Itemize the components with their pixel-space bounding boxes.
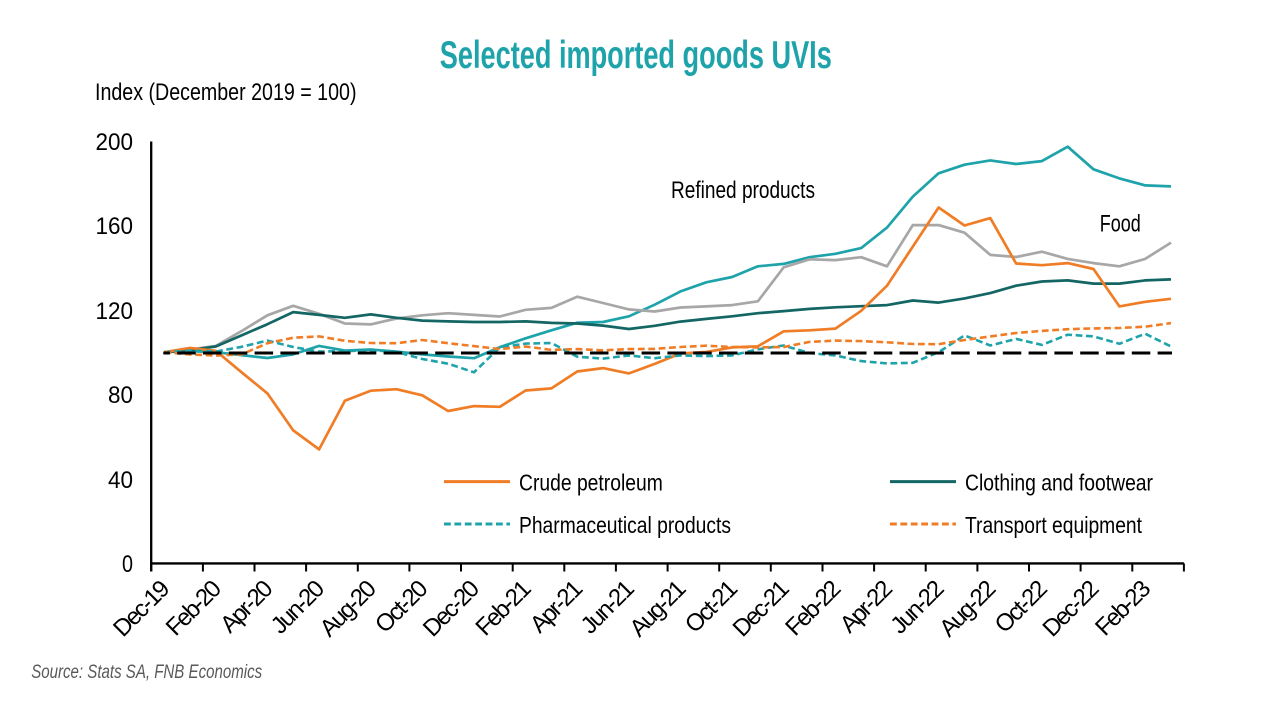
- svg-text:120: 120: [96, 298, 134, 325]
- svg-text:Clothing and footwear: Clothing and footwear: [965, 470, 1153, 496]
- svg-text:0: 0: [122, 551, 133, 578]
- svg-text:Selected imported goods UVIs: Selected imported goods UVIs: [440, 34, 832, 77]
- svg-text:Pharmaceutical products: Pharmaceutical products: [519, 512, 731, 538]
- svg-text:Refined products: Refined products: [671, 177, 815, 204]
- svg-text:200: 200: [96, 129, 134, 156]
- svg-text:160: 160: [96, 213, 134, 240]
- svg-text:40: 40: [108, 467, 133, 494]
- svg-text:Food: Food: [1100, 211, 1141, 238]
- svg-text:Index (December 2019 = 100): Index (December 2019 = 100): [95, 79, 357, 106]
- svg-text:80: 80: [108, 382, 133, 409]
- svg-text:Crude petroleum: Crude petroleum: [519, 470, 663, 496]
- svg-text:Transport equipment: Transport equipment: [965, 512, 1143, 538]
- svg-text:Source: Stats SA, FNB Economic: Source: Stats SA, FNB Economics: [31, 661, 262, 683]
